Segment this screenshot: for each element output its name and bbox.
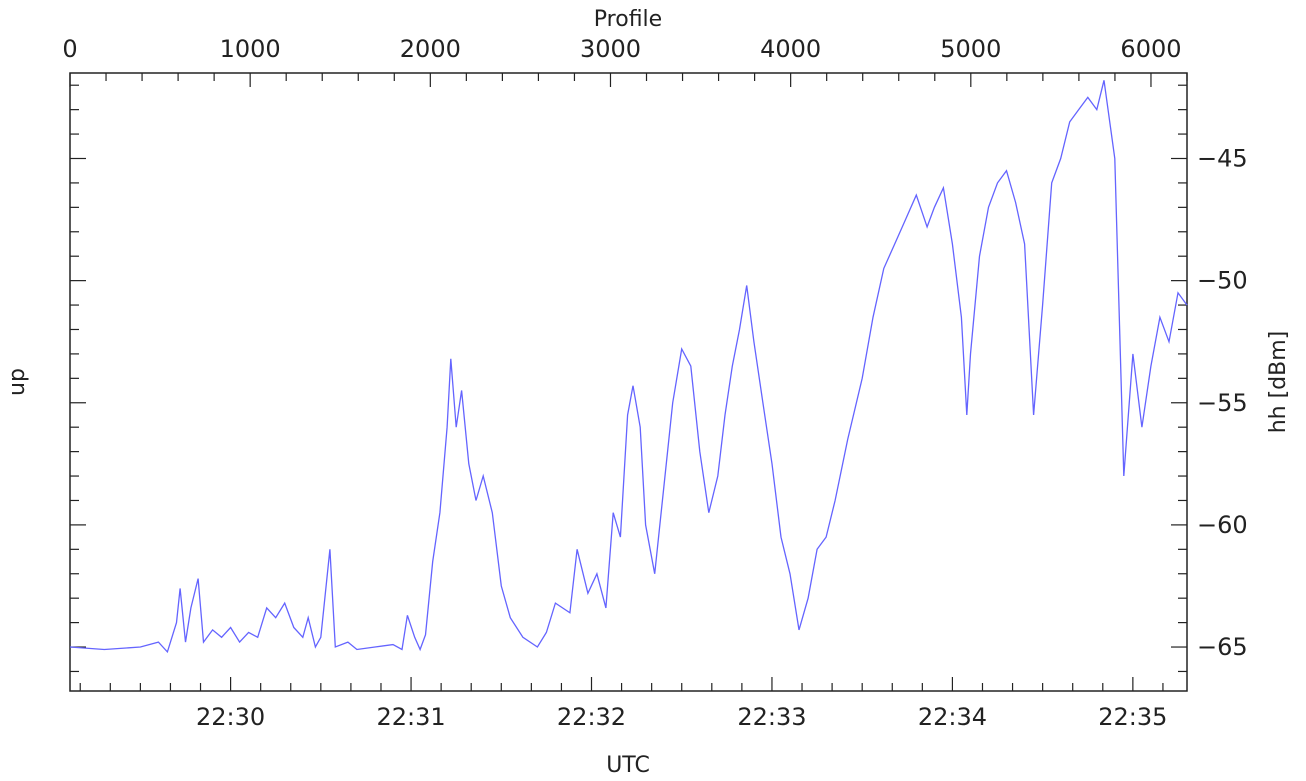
tick-labels: 22:30 22:31 22:32 22:33 22:34 22:35 0 1000 2000 3… — [62, 35, 1247, 731]
series-line — [69, 80, 1188, 654]
top-tick-label: 2000 — [400, 35, 461, 63]
bottom-tick-label: 22:35 — [1098, 703, 1167, 731]
bottom-tick-label: 22:33 — [737, 703, 806, 731]
plot-frame — [69, 72, 1188, 692]
top-tick-label: 0 — [62, 35, 77, 63]
right-tick-label: −50 — [1197, 267, 1248, 295]
top-tick-label: 4000 — [760, 35, 821, 63]
top-axis-title: Profile — [594, 7, 662, 32]
bottom-tick-label: 22:32 — [557, 703, 626, 731]
right-tick-label: −55 — [1197, 389, 1248, 417]
right-axis-title: hh [dBm] — [1266, 331, 1291, 434]
bottom-tick-label: 22:31 — [376, 703, 445, 731]
bottom-tick-label: 22:34 — [918, 703, 987, 731]
ticks — [69, 73, 1188, 691]
bottom-axis-title: UTC — [606, 753, 650, 778]
top-tick-label: 1000 — [220, 35, 281, 63]
top-tick-label: 5000 — [940, 35, 1001, 63]
top-tick-label: 3000 — [580, 35, 641, 63]
left-axis-title: up — [5, 368, 30, 396]
right-tick-label: −65 — [1197, 633, 1248, 661]
bottom-tick-label: 22:30 — [196, 703, 265, 731]
right-tick-label: −60 — [1197, 511, 1248, 539]
right-tick-label: −45 — [1197, 144, 1248, 172]
top-tick-label: 6000 — [1120, 35, 1181, 63]
